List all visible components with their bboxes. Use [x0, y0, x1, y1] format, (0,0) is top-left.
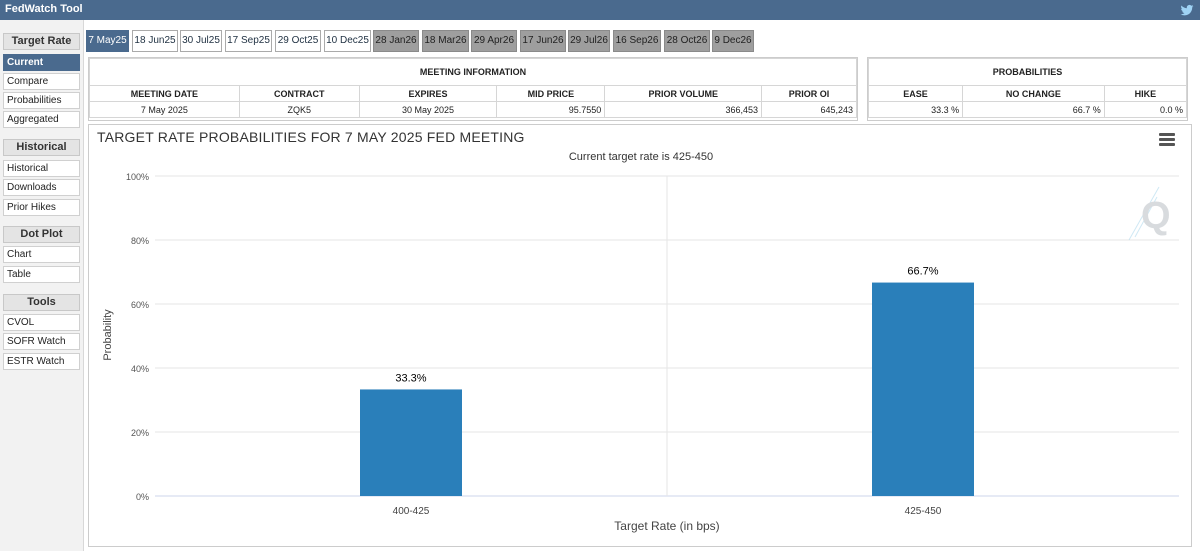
value-prior-volume: 366,453 — [604, 101, 763, 118]
sidebar-item-probabilities[interactable]: Probabilities — [3, 92, 80, 109]
sidebar-section-dot-plot: Dot Plot — [3, 226, 80, 243]
col-expires: EXPIRES — [358, 85, 498, 102]
x-tick-label: 400-425 — [393, 506, 430, 517]
x-axis-title: Target Rate (in bps) — [614, 519, 719, 533]
col-ease: EASE — [867, 85, 964, 102]
q-logo-icon: Q — [1128, 186, 1171, 241]
value-mid-price: 95.7550 — [496, 101, 606, 118]
tab-meeting-date[interactable]: 18 Mar26 — [422, 30, 469, 52]
col-prior-oi: PRIOR OI — [761, 85, 857, 102]
value-contract: ZQK5 — [238, 101, 360, 118]
app-title-bar: FedWatch Tool — [0, 0, 1200, 20]
value-prior-oi: 645,243 — [761, 101, 857, 118]
sidebar-item-cvol[interactable]: CVOL — [3, 314, 80, 331]
y-tick-label: 20% — [131, 428, 149, 438]
tab-meeting-date[interactable]: 10 Dec25 — [324, 30, 371, 52]
chart-title: TARGET RATE PROBABILITIES FOR 7 MAY 2025… — [97, 129, 525, 145]
probabilities-header: PROBABILITIES — [868, 58, 1187, 86]
col-prior-volume: PRIOR VOLUME — [604, 85, 763, 102]
hamburger-menu-icon[interactable] — [1159, 133, 1175, 147]
col-meeting-date: MEETING DATE — [89, 85, 240, 102]
probabilities-panel: PROBABILITIES EASE NO CHANGE HIKE 33.3 %… — [867, 57, 1188, 121]
tab-meeting-date[interactable]: 16 Sep26 — [613, 30, 661, 52]
tab-meeting-date[interactable]: 29 Apr26 — [471, 30, 517, 52]
meeting-information-header: MEETING INFORMATION — [89, 58, 857, 86]
value-ease: 33.3 % — [867, 101, 964, 118]
bar-data-label: 66.7% — [907, 266, 938, 278]
chart-subtitle: Current target rate is 425-450 — [568, 151, 714, 163]
app-title: FedWatch Tool — [5, 3, 83, 15]
meeting-information-panel: MEETING INFORMATION MEETING DATE CONTRAC… — [88, 57, 858, 121]
y-tick-label: 80% — [131, 236, 149, 246]
sidebar-item-chart[interactable]: Chart — [3, 246, 80, 263]
sidebar-item-current[interactable]: Current — [3, 54, 80, 71]
y-tick-label: 0% — [136, 492, 149, 502]
tab-meeting-date[interactable]: 28 Oct26 — [664, 30, 710, 52]
tab-meeting-date[interactable]: 28 Jan26 — [373, 30, 419, 52]
sidebar-item-estr-watch[interactable]: ESTR Watch — [3, 353, 80, 370]
tab-meeting-date[interactable]: 18 Jun25 — [132, 30, 178, 52]
col-hike: HIKE — [1103, 85, 1188, 102]
value-expires: 30 May 2025 — [358, 101, 498, 118]
svg-text:Q: Q — [1141, 195, 1171, 237]
value-no-change: 66.7 % — [962, 101, 1105, 118]
sidebar-item-aggregated[interactable]: Aggregated — [3, 111, 80, 128]
tab-meeting-date[interactable]: 9 Dec26 — [712, 30, 754, 52]
sidebar-item-prior-hikes[interactable]: Prior Hikes — [3, 199, 80, 216]
bar-400-425[interactable] — [360, 389, 462, 496]
col-contract: CONTRACT — [238, 85, 360, 102]
tab-meeting-date[interactable]: 17 Sep25 — [225, 30, 272, 52]
y-axis-title: Probability — [102, 309, 114, 361]
sidebar-item-table[interactable]: Table — [3, 266, 80, 283]
probability-chart: 0% 20% 40% 60% 80% 100% Q 33.3% 400-425 66.7% 42… — [88, 124, 1192, 547]
y-tick-label: 40% — [131, 364, 149, 374]
y-tick-label: 60% — [131, 300, 149, 310]
sidebar-item-sofr-watch[interactable]: SOFR Watch — [3, 333, 80, 350]
tab-meeting-date[interactable]: 30 Jul25 — [180, 30, 222, 52]
value-hike: 0.0 % — [1103, 101, 1188, 118]
sidebar-section-historical: Historical — [3, 139, 80, 156]
col-no-change: NO CHANGE — [962, 85, 1105, 102]
sidebar-section-tools: Tools — [3, 294, 80, 311]
chart-plot-area: 0% 20% 40% 60% 80% 100% Q 33.3% 400-425 66.7% 42… — [102, 172, 1179, 533]
tab-meeting-date[interactable]: 29 Jul26 — [568, 30, 610, 52]
y-tick-label: 100% — [126, 172, 149, 182]
tab-meeting-date[interactable]: 29 Oct25 — [275, 30, 321, 52]
tab-meeting-date[interactable]: 17 Jun26 — [520, 30, 566, 52]
x-tick-label: 425-450 — [905, 506, 942, 517]
sidebar-item-downloads[interactable]: Downloads — [3, 179, 80, 196]
col-mid-price: MID PRICE — [496, 85, 606, 102]
sidebar-item-historical[interactable]: Historical — [3, 160, 80, 177]
bar-425-450[interactable] — [872, 282, 974, 496]
bar-data-label: 33.3% — [395, 372, 426, 384]
value-meeting-date: 7 May 2025 — [89, 101, 240, 118]
twitter-bird-icon[interactable] — [1180, 3, 1194, 17]
sidebar: Target Rate Current Compare Probabilitie… — [0, 20, 84, 551]
tab-meeting-date[interactable]: 7 May25 — [86, 30, 129, 52]
sidebar-item-compare[interactable]: Compare — [3, 73, 80, 90]
sidebar-section-target-rate: Target Rate — [3, 33, 80, 50]
